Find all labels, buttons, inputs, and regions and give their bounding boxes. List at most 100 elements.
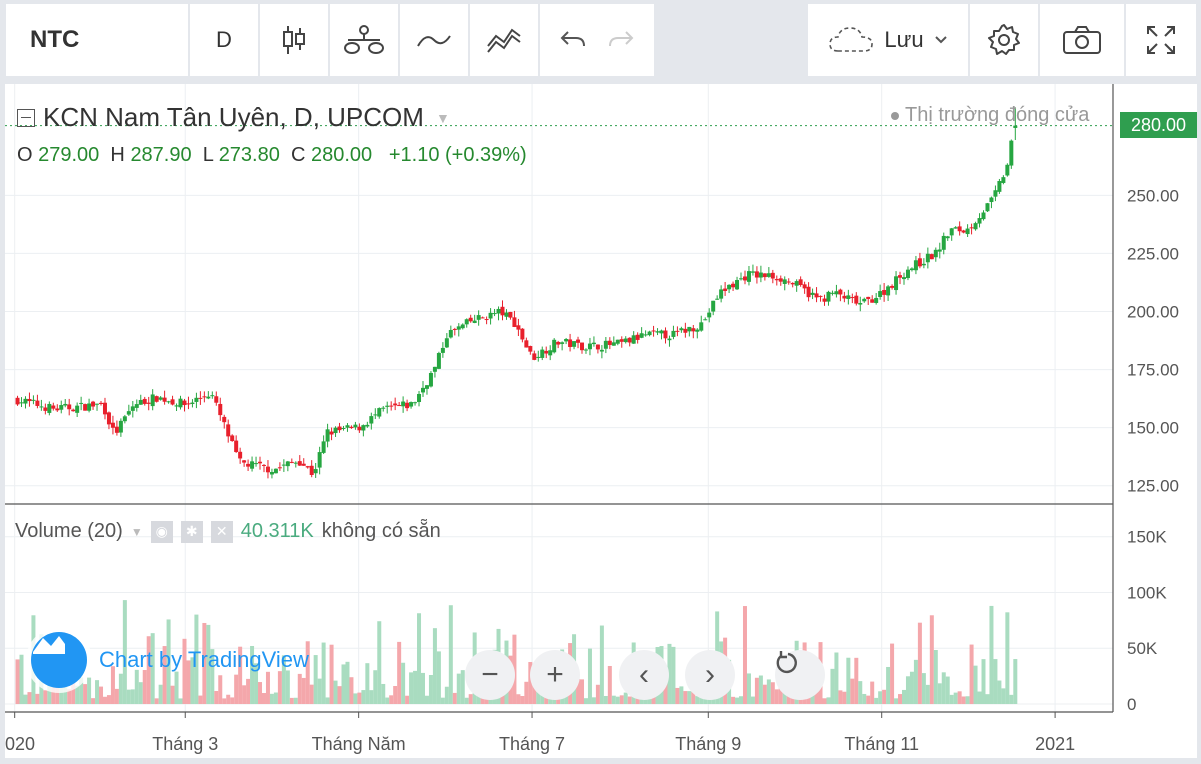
candle-body [71, 409, 76, 412]
indicators-button[interactable] [330, 4, 398, 76]
candle-body [95, 403, 100, 405]
fullscreen-button[interactable] [1126, 4, 1196, 76]
volume-bar [989, 605, 994, 704]
volume-bar [273, 692, 278, 704]
volume-bar [937, 683, 942, 704]
volume-bar [95, 680, 100, 704]
volume-bar [675, 687, 680, 704]
candle-body [222, 416, 227, 423]
candle-body [409, 402, 414, 407]
candle-body [814, 293, 819, 298]
candle-body [500, 306, 505, 316]
interval-button[interactable]: D [190, 4, 258, 76]
close-icon[interactable]: ✕ [210, 520, 233, 543]
volume-bar [27, 692, 32, 704]
candle-body [19, 402, 24, 404]
volume-bar [202, 622, 207, 704]
candle-body [774, 278, 779, 281]
open-label: O [17, 144, 33, 166]
candle-body [413, 402, 418, 404]
zoom-in-button[interactable]: + [530, 650, 580, 700]
candle-body [226, 424, 231, 437]
candle-body [15, 397, 20, 405]
volume-bar [667, 643, 672, 704]
candle-body [293, 462, 298, 464]
save-button[interactable]: Lưu [808, 4, 968, 76]
candle-body [230, 435, 235, 442]
scroll-left-button[interactable]: ‹ [619, 650, 669, 700]
volume-bar [536, 691, 541, 704]
caret-down-icon[interactable]: ▼ [435, 109, 450, 126]
candle-body [389, 405, 394, 407]
volume-bar [838, 690, 843, 704]
chart-area[interactable]: 125.00 150.00 175.00 200.00 225.00 250.00 0 50K… [5, 84, 1197, 758]
candle-body [301, 463, 306, 466]
candle-body [607, 340, 612, 345]
volume-bar [735, 697, 740, 704]
volume-bar [150, 633, 155, 704]
tradingview-watermark[interactable]: Chart by TradingView [31, 632, 309, 688]
caret-down-icon[interactable]: ▼ [130, 524, 143, 539]
volume-bar [162, 646, 167, 704]
volume-bar [102, 696, 107, 704]
volume-bar [580, 679, 585, 704]
candle-body [675, 330, 680, 332]
symbol-search-button[interactable]: NTC [6, 4, 188, 76]
chevron-down-icon [934, 35, 948, 45]
volume-bar [981, 659, 986, 704]
snapshot-button[interactable] [1040, 4, 1124, 76]
candle-body [1001, 177, 1006, 183]
volume-bar [524, 681, 529, 704]
chart-type-button[interactable] [260, 4, 328, 76]
candle-body [361, 425, 366, 431]
compare-button[interactable] [470, 4, 538, 76]
gear-icon[interactable]: ✱ [180, 520, 203, 543]
candle-body [138, 399, 143, 405]
candle-body [142, 398, 147, 404]
settings-button[interactable] [970, 4, 1038, 76]
volume-bar [198, 695, 203, 704]
volume-bar [957, 691, 962, 704]
volume-bar [901, 689, 906, 704]
volume-bar [687, 691, 692, 704]
candle-body [43, 407, 48, 411]
candle-body [695, 329, 700, 332]
volume-bar [436, 651, 441, 704]
volume-bar [953, 692, 958, 704]
compare-icon [486, 24, 522, 56]
eye-icon[interactable]: ◉ [150, 520, 173, 543]
candle-body [508, 311, 513, 318]
candle-body [659, 330, 664, 334]
candle-body [782, 279, 787, 284]
undo-icon[interactable] [560, 30, 586, 50]
candle-body [532, 353, 537, 360]
candle-body [357, 426, 362, 431]
candle-body [564, 339, 569, 342]
scroll-right-button[interactable]: › [685, 650, 735, 700]
candle-body [174, 405, 179, 407]
volume-bar [1001, 688, 1006, 704]
volume-bar [711, 696, 716, 704]
reset-chart-button[interactable] [775, 650, 825, 700]
candle-body [158, 397, 163, 400]
volume-bar [894, 698, 899, 704]
candle-body [742, 276, 747, 281]
volume-bar [369, 690, 374, 704]
draw-line-button[interactable] [400, 4, 468, 76]
volume-bar [166, 619, 171, 704]
candle-body [273, 468, 278, 474]
candle-body [886, 286, 891, 296]
candle-body [83, 404, 88, 411]
volume-bar [532, 679, 537, 704]
candle-body [424, 385, 429, 389]
volume-bar [118, 673, 123, 704]
volume-bar [754, 677, 759, 704]
zoom-out-button[interactable]: − [465, 650, 515, 700]
candle-body [699, 322, 704, 331]
redo-icon[interactable] [608, 30, 634, 50]
collapse-legend-icon[interactable] [17, 108, 35, 127]
volume-bar [822, 698, 827, 704]
volume-bar [238, 646, 243, 704]
candle-body [985, 203, 990, 212]
candle-body [118, 420, 123, 433]
